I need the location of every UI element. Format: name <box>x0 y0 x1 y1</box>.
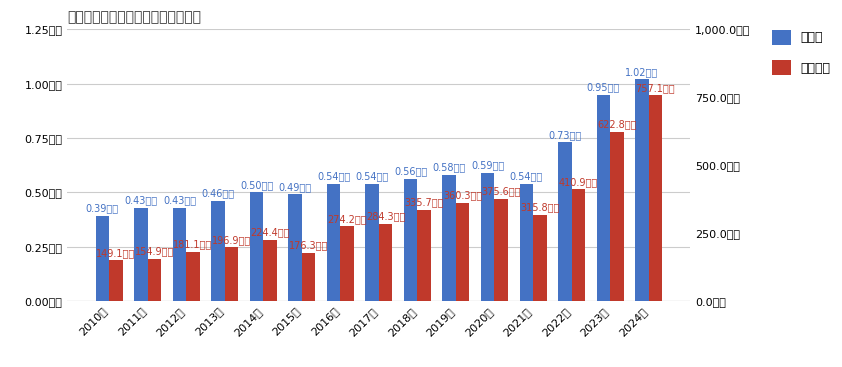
Text: 0.59兆円: 0.59兆円 <box>472 160 504 170</box>
Bar <box>520 184 533 301</box>
Bar <box>558 142 572 301</box>
Bar <box>456 203 470 301</box>
Text: 335.7億円: 335.7億円 <box>404 197 444 207</box>
Bar <box>597 95 610 301</box>
Bar <box>572 189 585 301</box>
Bar <box>301 253 315 301</box>
Bar <box>494 199 508 301</box>
Text: 0.49兆円: 0.49兆円 <box>279 182 312 192</box>
Bar <box>379 224 392 301</box>
Bar <box>533 215 546 301</box>
Bar <box>365 184 379 301</box>
Text: 0.54兆円: 0.54兆円 <box>355 171 389 181</box>
Bar <box>264 240 277 301</box>
Bar <box>443 175 456 301</box>
Text: 181.1億円: 181.1億円 <box>173 239 212 249</box>
Text: 0.58兆円: 0.58兆円 <box>433 162 466 172</box>
Legend: 売上高, 営業利益: 売上高, 営業利益 <box>767 25 836 80</box>
Bar <box>404 179 418 301</box>
Bar <box>186 252 200 301</box>
Text: 0.50兆円: 0.50兆円 <box>240 180 273 190</box>
Text: 360.3億円: 360.3億円 <box>443 190 482 200</box>
Text: 154.9億円: 154.9億円 <box>135 246 174 256</box>
Text: 0.39兆円: 0.39兆円 <box>86 204 119 214</box>
Text: 0.73兆円: 0.73兆円 <box>548 130 582 140</box>
Text: 196.9億円: 196.9億円 <box>212 235 251 245</box>
Text: 375.6億円: 375.6億円 <box>482 186 521 196</box>
Text: 0.43兆円: 0.43兆円 <box>125 195 157 205</box>
Text: 1.02兆円: 1.02兆円 <box>626 67 658 77</box>
Bar <box>250 192 264 301</box>
Text: 0.46兆円: 0.46兆円 <box>201 188 235 199</box>
Text: 274.2億円: 274.2億円 <box>328 214 367 224</box>
Bar <box>418 210 431 301</box>
Text: マツキヨの売上高・営業利益の推移: マツキヨの売上高・営業利益の推移 <box>67 10 201 24</box>
Bar <box>147 259 161 301</box>
Bar <box>288 195 301 301</box>
Bar <box>211 201 225 301</box>
Bar <box>109 261 123 301</box>
Bar <box>635 79 648 301</box>
Bar <box>225 247 238 301</box>
Text: 149.1億円: 149.1億円 <box>96 248 136 258</box>
Text: 0.54兆円: 0.54兆円 <box>317 171 350 181</box>
Text: 224.4億円: 224.4億円 <box>250 228 290 237</box>
Text: 315.8億円: 315.8億円 <box>520 203 559 212</box>
Bar <box>173 207 186 301</box>
Text: 757.1億円: 757.1億円 <box>636 83 675 93</box>
Text: 0.43兆円: 0.43兆円 <box>163 195 196 205</box>
Bar <box>96 216 109 301</box>
Text: 410.9億円: 410.9億円 <box>559 177 598 187</box>
Text: 0.95兆円: 0.95兆円 <box>587 82 620 92</box>
Bar <box>610 132 624 301</box>
Bar <box>327 184 340 301</box>
Bar <box>134 207 147 301</box>
Text: 0.56兆円: 0.56兆円 <box>394 167 427 177</box>
Text: 0.54兆円: 0.54兆円 <box>509 171 543 181</box>
Text: 622.8億円: 622.8億円 <box>597 119 637 129</box>
Text: 284.3億円: 284.3億円 <box>366 211 405 221</box>
Bar <box>340 226 354 301</box>
Bar <box>648 95 662 301</box>
Text: 176.3億円: 176.3億円 <box>289 240 328 250</box>
Bar <box>481 173 494 301</box>
